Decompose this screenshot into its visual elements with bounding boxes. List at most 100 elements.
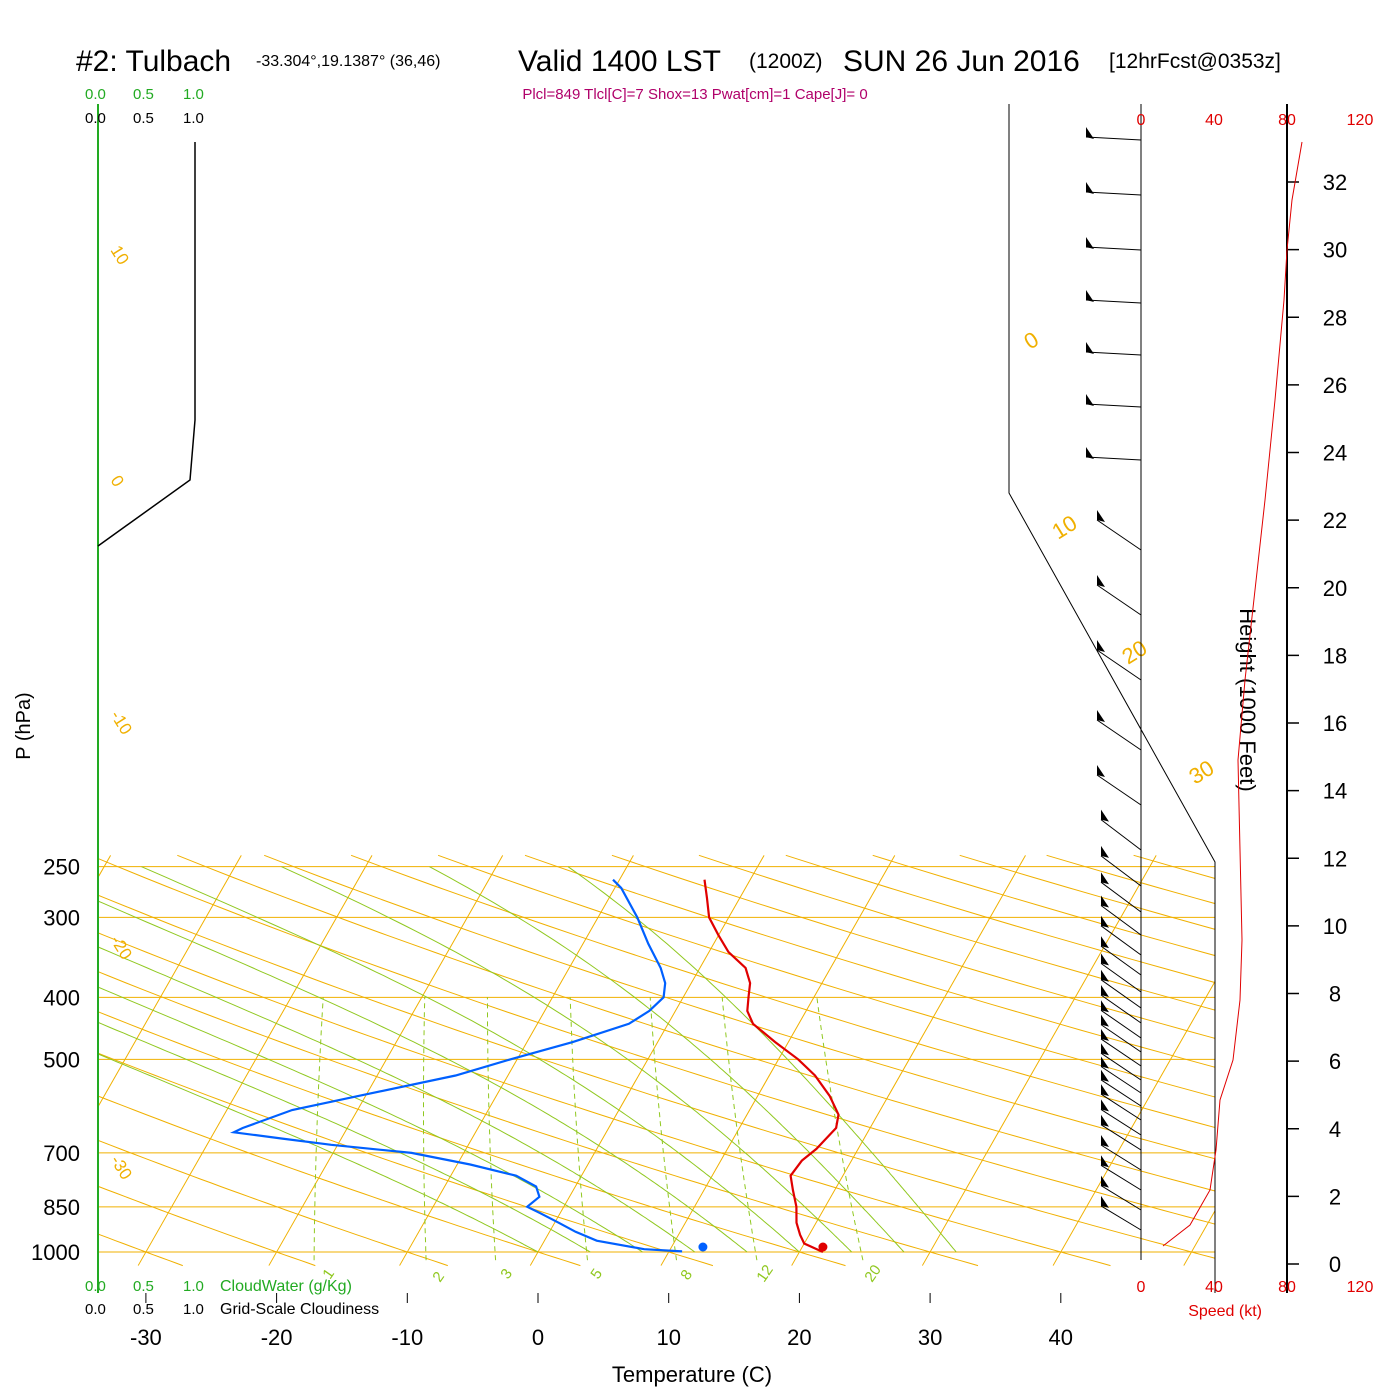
mixing-ratio-line: [313, 997, 324, 1261]
mixing-ratio-line: [569, 997, 588, 1261]
speed-tick-top: 120: [1347, 112, 1374, 129]
wind-barb-flag: [1101, 1084, 1109, 1097]
wind-barb-flag: [1101, 936, 1109, 949]
wind-barb-flag: [1101, 1069, 1109, 1082]
speed-tick-top: 80: [1278, 112, 1296, 129]
isotherm-label: 0: [107, 472, 128, 490]
wind-barb: [1085, 191, 1142, 196]
isotherm-line: [1052, 855, 1215, 1266]
wind-barb-flag: [1101, 1175, 1109, 1188]
wind-barb: [1100, 1009, 1142, 1039]
height-tick-label: 14: [1323, 779, 1347, 804]
mixing-ratio-line: [721, 997, 758, 1261]
dry-adiabat: [98, 854, 714, 1267]
cloud-top-black-1: 0.5: [133, 110, 154, 127]
wind-speed-profile: [1162, 141, 1303, 1247]
wind-barb: [1100, 925, 1142, 956]
pressure-tick-label: 300: [43, 905, 80, 930]
wind-barb-flag: [1101, 1099, 1109, 1112]
moist-adiabat: [98, 866, 696, 1253]
x-axis-title: Temperature (C): [612, 1362, 772, 1387]
valid-time: Valid 1400 LST: [518, 45, 721, 78]
height-tick-label: 0: [1329, 1252, 1341, 1277]
wind-barb-flag: [1086, 342, 1094, 354]
dewpoint-profile: [229, 878, 683, 1253]
cloud-top-black-2: 1.0: [183, 110, 204, 127]
x-tick-label: 40: [1049, 1325, 1073, 1350]
wind-barb-flag: [1086, 182, 1094, 194]
mixing-ratio-label: 20: [861, 1262, 884, 1285]
isotherm-line: [268, 855, 504, 1266]
wind-barb-flag: [1101, 895, 1109, 908]
sounding-profiles: [229, 878, 840, 1254]
temperature-profile: [703, 879, 840, 1254]
isotherm-line: [529, 855, 765, 1266]
wind-barb-flag: [1101, 969, 1109, 982]
cloud-bottom-green-1: 0.5: [133, 1278, 154, 1295]
isotherm-line: [98, 855, 242, 1266]
wind-barb-flag: [1097, 510, 1105, 522]
wind-barb: [1085, 246, 1142, 251]
height-tick-label: 30: [1323, 238, 1347, 263]
height-tick-label: 12: [1323, 846, 1347, 871]
mixing-ratio-line: [649, 997, 677, 1261]
wind-barb-flag: [1086, 127, 1094, 139]
wind-barb: [1085, 136, 1142, 141]
x-tick-label: 20: [787, 1325, 811, 1350]
wind-barb: [1100, 1205, 1142, 1231]
wind-barb: [1085, 351, 1142, 356]
isotherm-label: -30: [107, 1152, 136, 1183]
wind-barb-flag: [1101, 809, 1109, 822]
mixing-ratio-label: 8: [677, 1267, 696, 1284]
wind-panel: Speed (kt) Height (1000 Feet) 0040408080…: [1085, 104, 1374, 1320]
mixing-ratio-label: 5: [587, 1266, 606, 1283]
dry-adiabat: [98, 854, 1215, 1267]
wind-barb: [1100, 1079, 1142, 1107]
wind-barb-flag: [1097, 575, 1105, 587]
pressure-tick-label: 500: [43, 1047, 80, 1072]
wind-barb-flag: [1086, 447, 1094, 459]
height-tick-label: 18: [1323, 643, 1347, 668]
isotherm-line: [137, 855, 373, 1266]
y-axis-title: P (hPa): [13, 692, 35, 759]
moist-adiabat: [429, 866, 905, 1253]
wind-barb-flag: [1101, 915, 1109, 928]
wind-barb: [1096, 719, 1142, 751]
mixing-ratio-label: 3: [497, 1266, 516, 1283]
cloud-bottom-black-0: 0.0: [85, 1301, 106, 1318]
wind-barb-flag: [1101, 1028, 1109, 1041]
x-tick-label: -30: [130, 1325, 162, 1350]
sounding-indices: Plcl=849 Tlcl[C]=7 Shox=13 Pwat[cm]=1 Ca…: [522, 86, 867, 103]
height-axis-title: Height (1000 Feet): [1235, 608, 1260, 791]
speed-tick-bottom: 0: [1137, 1279, 1146, 1296]
cloud-bottom-green-0: 0.0: [85, 1278, 106, 1295]
station-title: #2: Tulbach: [76, 45, 231, 78]
height-tick-label: 8: [1329, 982, 1341, 1007]
wind-barb: [1100, 994, 1142, 1024]
wind-barb-flag: [1097, 640, 1105, 652]
wind-barb-flag: [1086, 394, 1094, 406]
wind-barb: [1096, 649, 1142, 681]
wind-barb-flag: [1101, 1135, 1109, 1147]
title-block: #2: Tulbach -33.304°,19.1387° (36,46) Va…: [76, 45, 1281, 103]
wind-barb: [1100, 1066, 1142, 1094]
wind-barb: [1100, 1052, 1142, 1081]
wind-barb: [1100, 979, 1142, 1009]
dry-adiabat: [98, 854, 448, 1267]
dry-adiabat: [785, 854, 1215, 1267]
height-tick-label: 28: [1323, 305, 1347, 330]
x-tick-label: 0: [532, 1325, 544, 1350]
dry-adiabat: [872, 854, 1215, 1267]
dry-adiabat: [524, 854, 1215, 1267]
cloud-scale: 0.0 0.5 1.0 0.0 0.5 1.0 0.0 0.5 1.0 Clou…: [85, 86, 379, 1318]
wind-barb: [1100, 1024, 1142, 1053]
utc-time: (1200Z): [749, 50, 823, 73]
wind-barb: [1096, 519, 1142, 551]
surface-dewpoint-point: [698, 1242, 708, 1252]
dry-adiabat: [1133, 854, 1215, 1267]
wind-barb-flag: [1086, 237, 1094, 249]
wind-barb: [1100, 1124, 1142, 1151]
isotherm-line: [921, 855, 1157, 1266]
wind-barb-flag: [1101, 1000, 1109, 1013]
wind-barb: [1096, 584, 1142, 616]
